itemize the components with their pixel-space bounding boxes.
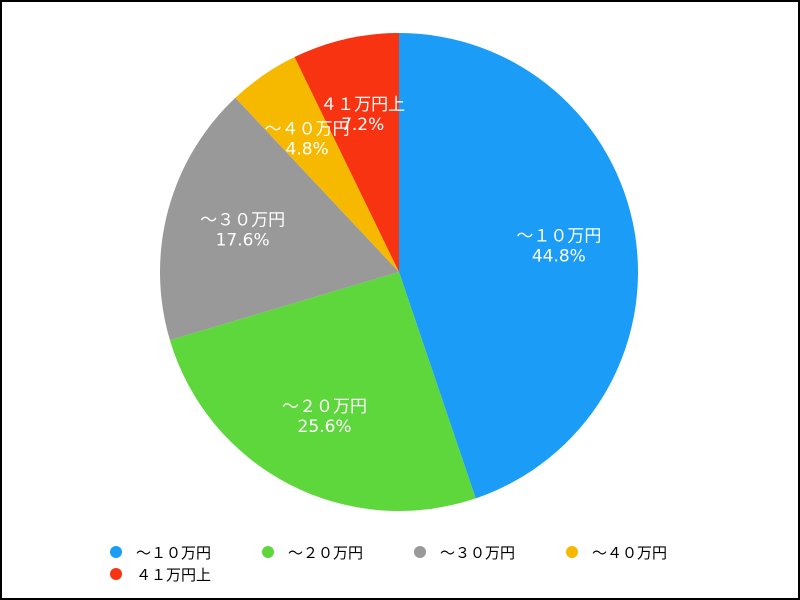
slice-label-name: ～３０万円: [200, 211, 285, 231]
pie-slice: [169, 272, 476, 511]
legend-swatch: [262, 546, 274, 558]
legend-item: ～２０万円: [262, 542, 414, 562]
pie-slice: [160, 97, 399, 341]
slice-label-value: 4.8%: [286, 140, 329, 160]
legend-swatch: [110, 546, 122, 558]
legend-swatch: [110, 568, 122, 580]
slice-label-value: 44.8%: [532, 247, 586, 267]
legend-swatch: [566, 546, 578, 558]
pie-slice: [294, 33, 399, 272]
pie-slice: [399, 33, 638, 499]
slice-label-name: ～２０万円: [282, 397, 367, 417]
slice-label-name: ４１万円上: [320, 95, 405, 115]
legend-item: ４１万円上: [110, 564, 262, 584]
slice-label-value: 25.6%: [298, 417, 352, 437]
slice-label-name: ～１０万円: [516, 227, 601, 247]
legend-label: ～３０万円: [440, 543, 516, 562]
legend-label: ～２０万円: [288, 543, 364, 562]
slice-label-value: 17.6%: [216, 231, 270, 251]
legend-item: ～１０万円: [110, 542, 262, 562]
chart-legend: ～１０万円 ～２０万円 ～３０万円 ～４０万円 ４１万円上: [110, 542, 730, 584]
legend-item: ～４０万円: [566, 542, 716, 562]
legend-label: ４１万円上: [136, 565, 212, 584]
pie-slice: [235, 57, 399, 272]
legend-label: ～４０万円: [592, 543, 668, 562]
legend-label: ～１０万円: [136, 543, 212, 562]
legend-swatch: [414, 546, 426, 558]
slice-label-value: 7.2%: [341, 115, 384, 135]
legend-item: ～３０万円: [414, 542, 566, 562]
slice-label-name: ～４０万円: [265, 120, 350, 140]
